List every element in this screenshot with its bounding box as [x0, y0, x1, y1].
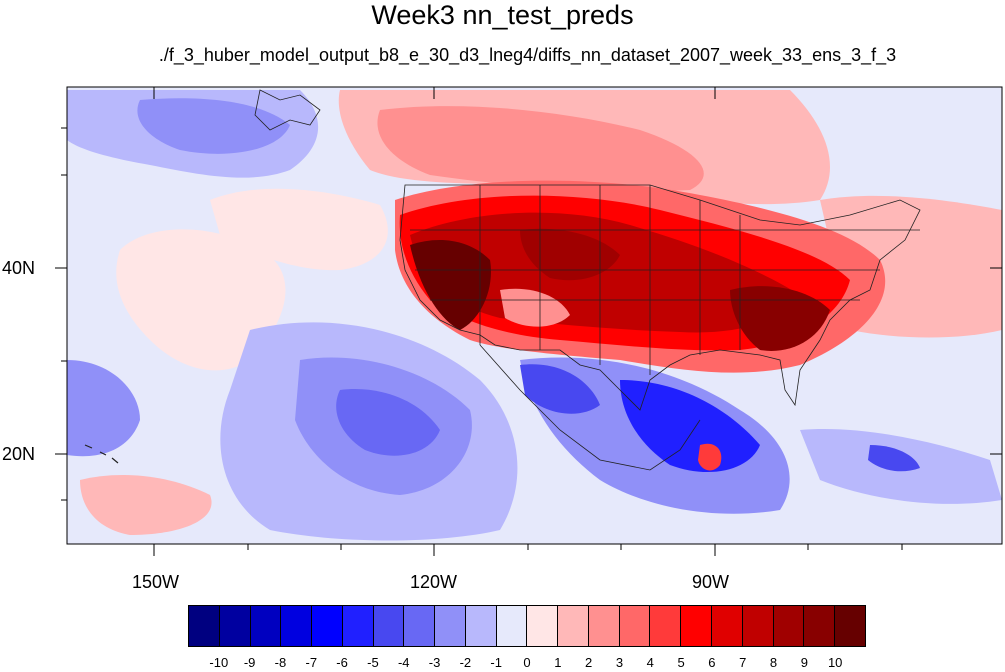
colorbar-tick-label: 8: [769, 655, 778, 670]
colorbar-tick-label: 0: [523, 655, 531, 670]
colorbar-cell: [435, 606, 466, 646]
colorbar-tick-label: -6: [336, 655, 348, 670]
west-pacific-blue-region: [67, 360, 140, 457]
lon-label-90w: 90W: [692, 572, 730, 592]
colorbar-cell: [527, 606, 559, 646]
lon-ticks: [153, 87, 903, 556]
colorbar: [188, 605, 866, 647]
colorbar-cell: [835, 606, 865, 646]
colorbar-tick-label: -10: [209, 655, 229, 670]
alaska-blue-core: [137, 98, 290, 154]
colorbar-tick-label: -1: [490, 655, 502, 670]
colorbar-tick-label: -5: [367, 655, 379, 670]
colorbar-tick-label: 3: [615, 655, 624, 670]
lon-label-150w: 150W: [132, 572, 180, 592]
plot-subtitle: ./f_3_huber_model_output_b8_e_30_d3_lneg…: [158, 45, 897, 65]
colorbar-cell: [804, 606, 836, 646]
alaska-coastline: [254, 89, 321, 131]
gulf-blue-core: [620, 380, 760, 473]
lat-label-40n: 40N: [2, 258, 36, 278]
colorbar-tick-label: -9: [243, 655, 256, 670]
colorbar-tick-label: -8: [274, 655, 287, 670]
colorbar-cell: [650, 606, 682, 646]
colorbar-tick-label: 4: [646, 655, 654, 670]
colorbar-cell: [742, 606, 774, 646]
political-boundaries: [399, 184, 921, 471]
colorbar-tick-label: -7: [305, 655, 318, 670]
pacific-pink-region: [116, 229, 286, 371]
mexico-blue-core: [520, 364, 600, 414]
colorbar-cell: [465, 606, 497, 646]
colorbar-cell: [189, 606, 220, 646]
colorbar-tick-label: 9: [800, 655, 808, 670]
mexico-red-spot: [698, 443, 722, 471]
colorbar-cell: [619, 606, 651, 646]
lon-label-120w: 120W: [410, 572, 458, 592]
colorbar-cell: [312, 606, 343, 646]
colorbar-tick-label: -4: [397, 655, 410, 670]
southeast-heat-core: [730, 286, 830, 351]
canada-red-region: [377, 106, 704, 192]
lat-label-20n: 20N: [2, 444, 36, 464]
hawaii-islands: [84, 444, 119, 464]
colorbar-cell: [281, 606, 313, 646]
north-pacific-pink-region: [210, 188, 388, 271]
map-frame: [66, 86, 1003, 545]
colorbar-cell: [588, 606, 620, 646]
lat-ticks: [55, 127, 1002, 501]
west-heat-patch: [520, 228, 620, 281]
colorbar-tick-label: -3: [428, 655, 441, 670]
colorbar-cell: [496, 606, 528, 646]
colorbar-tick-label: 2: [585, 655, 593, 670]
colorbar-cell: [219, 606, 251, 646]
colorbar-cell: [558, 606, 589, 646]
east-pacific-blue-deep: [336, 389, 440, 456]
colorbar-tick-label: 1: [554, 655, 562, 670]
colorbar-cell: [681, 606, 713, 646]
southwest-pale-patch: [500, 288, 570, 327]
colorbar-tick-label: 6: [708, 655, 716, 670]
colorbar-tick-label: 5: [677, 655, 685, 670]
colorbar-cell: [773, 606, 805, 646]
colorbar-cell: [404, 606, 436, 646]
southwest-pink-region: [80, 475, 212, 535]
colorbar-cell: [250, 606, 282, 646]
colorbar-cell: [712, 606, 743, 646]
us-heat-core: [410, 240, 491, 330]
plot-title: Week3 nn_test_preds: [371, 0, 634, 30]
colorbar-tick-label: -2: [459, 655, 472, 670]
colorbar-cell: [342, 606, 374, 646]
caribbean-blue-core: [868, 445, 920, 472]
colorbar-cell: [373, 606, 405, 646]
colorbar-tick-label: 10: [827, 655, 843, 670]
colorbar-tick-label: 7: [739, 655, 747, 670]
